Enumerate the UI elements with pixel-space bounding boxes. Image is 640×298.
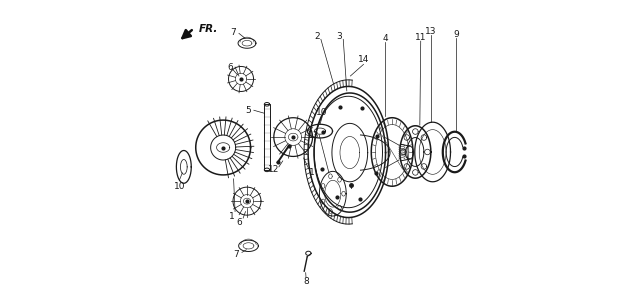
Text: 4: 4 xyxy=(382,34,388,43)
Text: 1: 1 xyxy=(308,168,314,177)
Text: 8: 8 xyxy=(303,277,309,285)
Text: 13: 13 xyxy=(308,131,320,140)
Text: 12: 12 xyxy=(268,165,280,174)
Text: 10: 10 xyxy=(316,108,328,117)
Text: 7: 7 xyxy=(230,28,236,37)
Text: FR.: FR. xyxy=(199,24,218,34)
Text: 11: 11 xyxy=(415,33,426,42)
Text: 6: 6 xyxy=(227,63,233,72)
Text: 5: 5 xyxy=(246,106,252,115)
Text: 2: 2 xyxy=(314,32,320,41)
Text: 10: 10 xyxy=(173,182,185,191)
Text: 9: 9 xyxy=(454,30,460,39)
Text: 1: 1 xyxy=(229,212,235,221)
Text: 13: 13 xyxy=(426,27,437,36)
Text: 3: 3 xyxy=(337,32,342,41)
Text: 7: 7 xyxy=(233,250,239,259)
Text: 6: 6 xyxy=(237,218,243,226)
Text: 14: 14 xyxy=(358,55,369,64)
